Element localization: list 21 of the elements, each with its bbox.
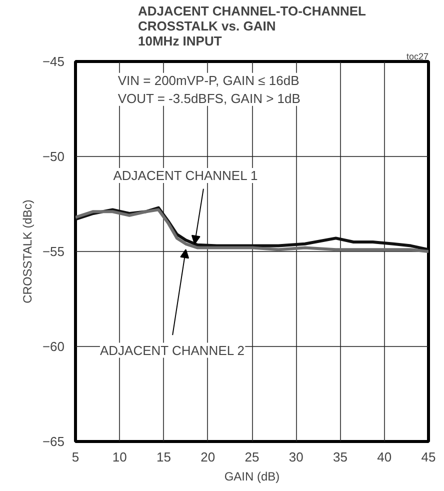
annotation: ADJACENT CHANNEL 2 <box>100 342 244 358</box>
y-tick-label: −60 <box>42 339 65 354</box>
y-tick-label: −45 <box>42 54 65 69</box>
x-tick-label: 10 <box>112 450 127 464</box>
annotation: toc27 <box>406 52 429 62</box>
y-tick-label: −50 <box>42 149 65 164</box>
chart-title: ADJACENT CHANNEL-TO-CHANNEL CROSSTALK vs. GAIN 10MHz INPUT <box>138 4 366 48</box>
y-axis-title: CROSSTALK (dBc) <box>20 200 34 304</box>
x-axis-title: GAIN (dB) <box>224 470 280 484</box>
y-tick-label: −65 <box>42 434 65 449</box>
x-tick-label: 40 <box>377 450 392 464</box>
x-tick-label: 45 <box>421 450 436 464</box>
x-tick-label: 20 <box>200 450 216 464</box>
x-tick-label: 30 <box>288 450 304 464</box>
annotation: VIN = 200mVP-P, GAIN ≤ 16dB VOUT = -3.5dBFS, GAIN > 1dB <box>118 72 300 106</box>
x-tick-label: 25 <box>244 450 260 464</box>
y-tick-label: −55 <box>42 244 65 259</box>
annotation: ADJACENT CHANNEL 1 <box>113 168 258 183</box>
x-tick-label: 35 <box>333 450 348 464</box>
x-tick-label: 5 <box>72 450 80 464</box>
x-tick-label: 15 <box>156 450 171 464</box>
